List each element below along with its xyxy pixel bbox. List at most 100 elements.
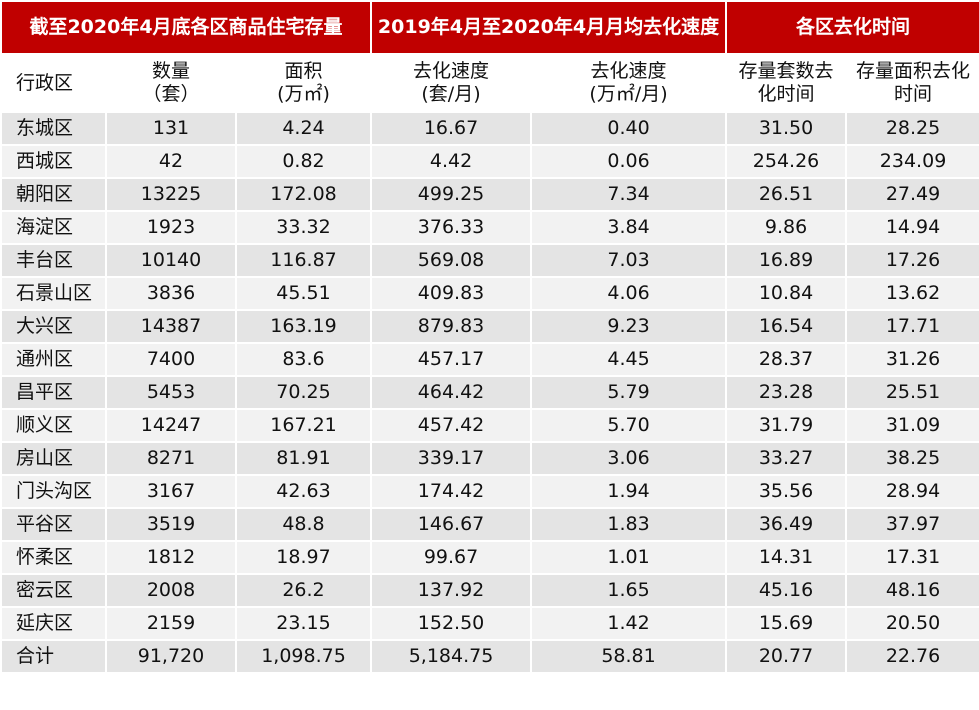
column-header-line: (万㎡/月) <box>589 83 668 105</box>
table-row: 合计 91,720 1,098.75 5,184.75 58.81 20.77 22.76 <box>0 639 979 674</box>
value-cell: 174.42 <box>370 474 533 509</box>
value-cell: 28.37 <box>725 342 848 377</box>
value-cell: 5453 <box>105 375 237 410</box>
district-cell: 房山区 <box>0 441 107 476</box>
value-cell: 91,720 <box>105 639 237 674</box>
value-cell: 28.94 <box>845 474 979 509</box>
table-row: 密云区 2008 26.2 137.92 1.65 45.16 48.16 <box>0 573 979 608</box>
value-cell: 14.31 <box>725 540 848 575</box>
table-body: 东城区 131 4.24 16.67 0.40 31.50 28.25 西城区 42 0.82 4.… <box>0 111 979 674</box>
value-cell: 81.91 <box>234 441 373 476</box>
value-cell: 879.83 <box>370 309 533 344</box>
table-row: 平谷区 3519 48.8 146.67 1.83 36.49 37.97 <box>0 507 979 542</box>
table-row: 朝阳区 13225 172.08 499.25 7.34 26.51 27.49 <box>0 177 979 212</box>
group-header-row: 截至2020年4月底各区商品住宅存量 2019年4月至2020年4月月均去化速度… <box>0 0 979 55</box>
value-cell: 16.89 <box>725 243 848 278</box>
value-cell: 1.01 <box>530 540 728 575</box>
column-header-line: 面积 <box>284 60 323 82</box>
district-cell: 西城区 <box>0 144 107 179</box>
value-cell: 48.8 <box>234 507 373 542</box>
value-cell: 3519 <box>105 507 237 542</box>
value-cell: 4.42 <box>370 144 533 179</box>
column-header: 行政区 <box>0 53 107 113</box>
district-cell: 合计 <box>0 639 107 674</box>
value-cell: 5.70 <box>530 408 728 443</box>
table-row: 门头沟区 3167 42.63 174.42 1.94 35.56 28.94 <box>0 474 979 509</box>
value-cell: 339.17 <box>370 441 533 476</box>
value-cell: 70.25 <box>234 375 373 410</box>
value-cell: 23.28 <box>725 375 848 410</box>
value-cell: 17.31 <box>845 540 979 575</box>
group-header: 2019年4月至2020年4月月均去化速度 <box>370 0 728 55</box>
value-cell: 45.16 <box>725 573 848 608</box>
value-cell: 18.97 <box>234 540 373 575</box>
group-header: 各区去化时间 <box>725 0 979 55</box>
column-header-line: 化时间 <box>757 83 815 105</box>
value-cell: 8271 <box>105 441 237 476</box>
value-cell: 254.26 <box>725 144 848 179</box>
value-cell: 3.84 <box>530 210 728 245</box>
value-cell: 42.63 <box>234 474 373 509</box>
value-cell: 137.92 <box>370 573 533 608</box>
value-cell: 5.79 <box>530 375 728 410</box>
column-header: 去化速度 (万㎡/月) <box>530 53 728 113</box>
value-cell: 1,098.75 <box>234 639 373 674</box>
district-cell: 东城区 <box>0 111 107 146</box>
value-cell: 569.08 <box>370 243 533 278</box>
value-cell: 1.65 <box>530 573 728 608</box>
value-cell: 152.50 <box>370 606 533 641</box>
district-cell: 大兴区 <box>0 309 107 344</box>
column-header-line: （套） <box>142 83 200 105</box>
district-cell: 门头沟区 <box>0 474 107 509</box>
value-cell: 23.15 <box>234 606 373 641</box>
value-cell: 464.42 <box>370 375 533 410</box>
value-cell: 10140 <box>105 243 237 278</box>
value-cell: 409.83 <box>370 276 533 311</box>
value-cell: 20.77 <box>725 639 848 674</box>
value-cell: 10.84 <box>725 276 848 311</box>
value-cell: 83.6 <box>234 342 373 377</box>
value-cell: 4.24 <box>234 111 373 146</box>
value-cell: 146.67 <box>370 507 533 542</box>
column-header-line: (套/月) <box>421 83 481 105</box>
district-cell: 延庆区 <box>0 606 107 641</box>
table-row: 石景山区 3836 45.51 409.83 4.06 10.84 13.62 <box>0 276 979 311</box>
column-header: 存量面积去化 时间 <box>845 53 979 113</box>
column-header-line: 行政区 <box>16 71 74 94</box>
value-cell: 27.49 <box>845 177 979 212</box>
value-cell: 499.25 <box>370 177 533 212</box>
value-cell: 7.34 <box>530 177 728 212</box>
column-header-row: 行政区 数量 （套） 面积 (万㎡) 去化速度 (套/月) 去化速度 (万㎡/月) 存量套数去 化时… <box>0 53 979 113</box>
value-cell: 99.67 <box>370 540 533 575</box>
value-cell: 3167 <box>105 474 237 509</box>
column-header-line: 数量 <box>151 60 190 82</box>
value-cell: 14247 <box>105 408 237 443</box>
value-cell: 31.79 <box>725 408 848 443</box>
value-cell: 14.94 <box>845 210 979 245</box>
value-cell: 48.16 <box>845 573 979 608</box>
district-cell: 朝阳区 <box>0 177 107 212</box>
value-cell: 13225 <box>105 177 237 212</box>
district-cell: 石景山区 <box>0 276 107 311</box>
value-cell: 2159 <box>105 606 237 641</box>
table-row: 大兴区 14387 163.19 879.83 9.23 16.54 17.71 <box>0 309 979 344</box>
value-cell: 9.23 <box>530 309 728 344</box>
value-cell: 26.2 <box>234 573 373 608</box>
table-row: 怀柔区 1812 18.97 99.67 1.01 14.31 17.31 <box>0 540 979 575</box>
value-cell: 17.26 <box>845 243 979 278</box>
value-cell: 5,184.75 <box>370 639 533 674</box>
value-cell: 25.51 <box>845 375 979 410</box>
value-cell: 26.51 <box>725 177 848 212</box>
value-cell: 33.32 <box>234 210 373 245</box>
value-cell: 376.33 <box>370 210 533 245</box>
table-row: 东城区 131 4.24 16.67 0.40 31.50 28.25 <box>0 111 979 146</box>
column-header: 存量套数去 化时间 <box>725 53 848 113</box>
value-cell: 163.19 <box>234 309 373 344</box>
district-cell: 怀柔区 <box>0 540 107 575</box>
value-cell: 37.97 <box>845 507 979 542</box>
value-cell: 58.81 <box>530 639 728 674</box>
value-cell: 0.06 <box>530 144 728 179</box>
table-row: 西城区 42 0.82 4.42 0.06 254.26 234.09 <box>0 144 979 179</box>
value-cell: 31.50 <box>725 111 848 146</box>
